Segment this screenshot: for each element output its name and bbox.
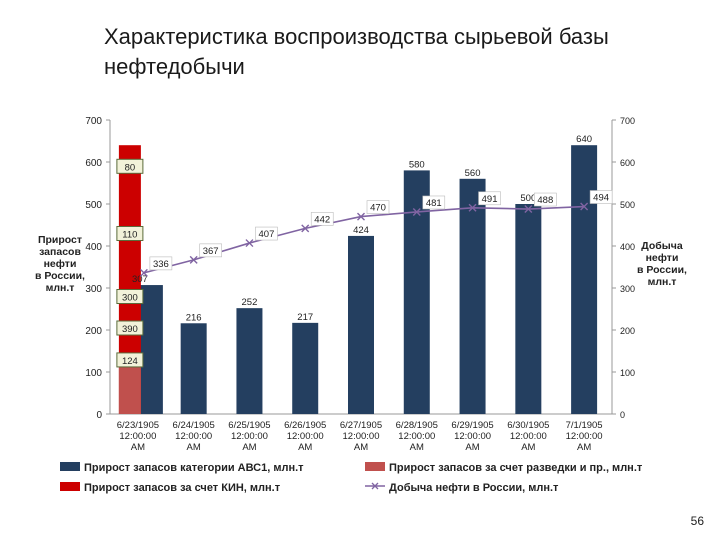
y-axis-left-title: Прирост запасов нефти в России, млн.т [35,234,85,294]
y-right-tick-label: 100 [620,368,635,378]
line-marker [245,239,254,248]
line-value-box [366,200,390,214]
line-value-box [534,192,557,207]
label-extra: 110 [116,226,144,241]
line-value-label: 407 [259,229,275,240]
legend-swatch [365,462,385,471]
x-tick-label: 6/24/1905 12:00:00 AM [173,420,215,453]
x-tick-label: 7/1/1905 12:00:00 AM [566,420,603,453]
y-left-tick-label: 700 [85,116,102,127]
x-tick-label: 6/27/1905 12:00:00 AM [340,420,382,453]
bar-value-label: 580 [409,159,425,170]
bar-value-label: 560 [465,168,481,179]
bar-value-label: 216 [186,312,202,323]
label-exploration: 124 [116,352,144,368]
line-marker [357,212,365,221]
legend-label: Прирост запасов категории АВС1, млн.т [84,462,304,474]
line-value-box [589,190,613,204]
legend-label: Прирост запасов за счет разведки и пр., … [389,462,643,474]
label-kin-text: 390 [122,324,138,335]
bar-value-label: 640 [576,134,592,145]
line-value-label: 367 [203,246,219,257]
line-marker [412,207,421,216]
line-value-box [478,191,501,206]
line-marker [139,268,148,277]
label-extra-box [116,289,144,304]
y-right-tick-label: 0 [620,410,625,420]
slide-title: Характеристика воспроизводства сырьевой … [104,24,609,79]
x-tick-label: 6/23/1905 12:00:00 AM [117,420,159,453]
line-value-box [255,226,278,241]
y-left-tick-label: 500 [85,200,102,211]
line-marker [189,255,198,264]
y-left-tick-label: 600 [85,158,102,169]
x-tick-label: 6/25/1905 12:00:00 AM [228,420,270,453]
legend-swatch [60,482,80,491]
bar-kin [118,145,141,414]
bar-value-label: 424 [353,225,369,236]
line-marker [468,203,477,212]
bar-value-label: 500 [520,193,536,204]
bar-abc1 [571,145,598,414]
legend-marker [371,482,379,490]
y-right-tick-label: 700 [620,116,635,126]
line-value-box [422,195,446,210]
bar-abc1 [348,235,374,414]
bar-abc1 [459,178,486,414]
line-value-box [199,243,222,258]
y-left-tick-label: 200 [85,326,102,337]
y-axis-right-title: Добыча нефти в России, млн.т [637,240,687,288]
label-extra-text: 300 [122,293,138,304]
line-marker [301,224,310,233]
bar-value-label: 217 [297,312,313,323]
y-right-tick-label: 200 [620,326,635,336]
bar-abc1 [515,204,542,414]
line-marker [580,202,589,211]
legend-swatch [60,462,80,471]
label-exploration-text: 124 [122,356,138,367]
line-value-label: 481 [426,198,442,209]
label-exploration-box [116,352,144,368]
label-extra: 80 [116,158,144,174]
y-right-tick-label: 600 [620,158,635,168]
label-extra: 300 [116,289,144,304]
line-value-label: 494 [593,193,609,204]
line-value-label: 336 [153,259,169,270]
legend-label: Прирост запасов за счет КИН, млн.т [84,482,281,494]
label-extra-box [116,158,144,174]
x-tick-label: 6/29/1905 12:00:00 AM [451,420,493,453]
x-tick-label: 6/28/1905 12:00:00 AM [396,420,438,453]
line-value-box [149,256,173,271]
bar-abc1 [292,322,319,414]
line-value-box [310,212,334,226]
line-value-label: 488 [537,195,553,206]
x-tick-label: 6/26/1905 12:00:00 AM [284,420,326,453]
line-value-label: 491 [482,194,498,205]
bar-value-label: 252 [242,297,258,308]
y-left-tick-label: 300 [85,284,102,295]
line-value-label: 470 [370,203,386,214]
y-right-tick-label: 500 [620,200,635,210]
y-left-tick-label: 100 [85,368,102,379]
line-marker [524,205,533,214]
y-right-tick-label: 400 [620,242,635,252]
legend-label: Добыча нефти в России, млн.т [389,482,559,494]
y-left-tick-label: 400 [85,242,102,253]
bar-exploration [118,361,141,414]
y-right-tick-label: 300 [620,284,635,294]
label-kin: 390 [116,320,144,336]
bar-abc1 [136,285,163,414]
label-extra-box [116,226,144,241]
y-left-tick-label: 0 [96,410,102,421]
label-kin-box [116,320,144,336]
line-value-label: 442 [314,214,330,225]
x-tick-label: 6/30/1905 12:00:00 AM [507,420,549,453]
bar-abc1 [180,323,207,414]
bar-abc1 [236,308,263,414]
label-extra-text: 80 [125,162,136,173]
bar-value-label: 307 [132,274,148,285]
page-number: 56 [690,514,704,528]
label-extra-text: 110 [122,230,137,241]
